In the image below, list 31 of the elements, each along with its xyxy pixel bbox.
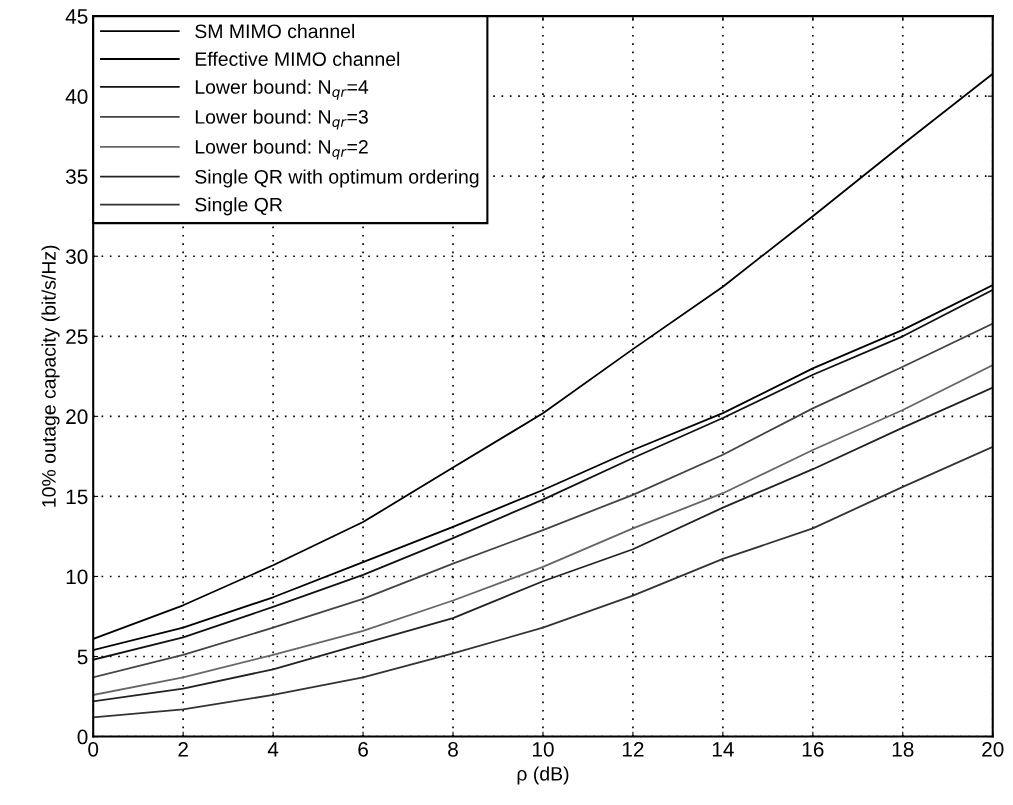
y-tick-label: 25 (66, 329, 88, 345)
x-tick-label: 8 (448, 741, 458, 757)
legend-label: Lower bound: N$_{qr}$=4 (195, 79, 369, 100)
y-tick-label: 20 (66, 409, 88, 425)
legend-label: SM MIMO channel (195, 23, 355, 39)
y-tick-label: 40 (65, 89, 88, 104)
x-tick-label: 4 (267, 742, 279, 757)
x-tick-label: 14 (712, 742, 734, 757)
x-tick-label: 12 (622, 741, 644, 757)
y-tick-label: 5 (77, 649, 88, 665)
legend-label: Lower bound: N$_{qr}$=3 (195, 109, 368, 130)
y-tick-label: 0 (77, 729, 88, 745)
y-tick-label: 35 (65, 169, 88, 184)
x-tick-label: 0 (88, 741, 99, 757)
x-tick-label: 2 (178, 741, 188, 757)
legend-label: Effective MIMO channel (195, 51, 400, 67)
legend-label: Single QR with optimum ordering (195, 169, 479, 188)
y-tick-label: 30 (65, 249, 88, 265)
x-tick-label: 16 (802, 741, 824, 757)
y-tick-label: 45 (65, 9, 88, 24)
x-tick-label: 10 (532, 741, 554, 757)
x-tick-label: 6 (358, 741, 368, 757)
x-tick-label: 20 (982, 741, 1004, 757)
legend-label: Single QR (195, 197, 283, 216)
x-axis-title: ρ (dB) (517, 766, 569, 785)
y-tick-label: 10 (66, 569, 88, 585)
legend-label: Lower bound: N$_{qr}$=2 (195, 139, 368, 160)
y-tick-label: 15 (66, 489, 88, 505)
line-series (93, 445, 993, 719)
y-axis-title: 10% outage capacity (bit/s/Hz) (41, 245, 60, 507)
x-tick-label: 18 (892, 741, 914, 757)
